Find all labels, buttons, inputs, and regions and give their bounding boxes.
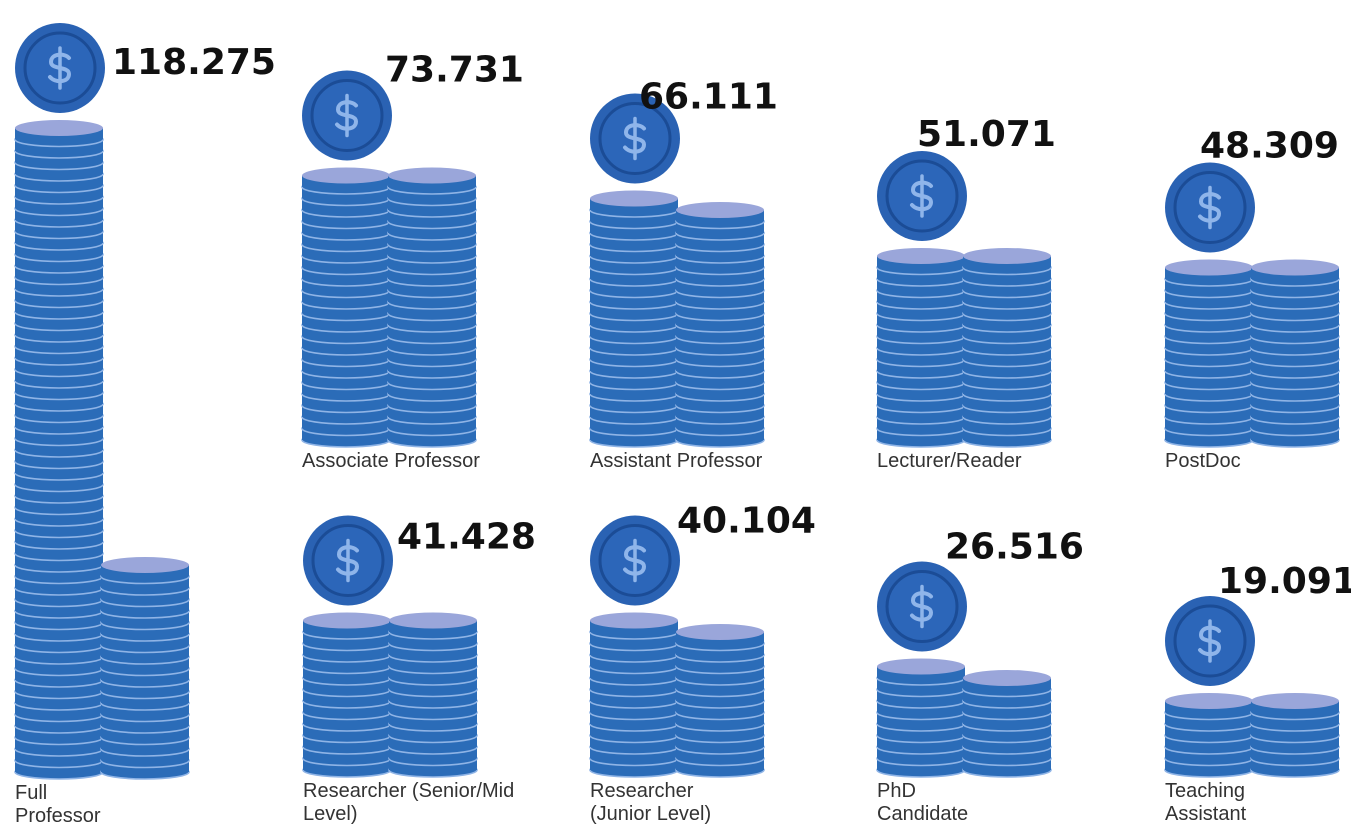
coin-icon	[15, 23, 105, 113]
coin-stack	[1164, 259, 1340, 448]
coin-icon	[590, 93, 680, 184]
coin-icon	[1165, 596, 1255, 686]
coin-stack	[589, 612, 765, 778]
value-label: 40.104	[677, 501, 816, 542]
value-label: 26.516	[945, 527, 1084, 568]
category-label: PostDoc	[1165, 450, 1241, 472]
category-label: Researcher (Junior Level)	[590, 780, 712, 825]
coin-stack	[876, 248, 1052, 448]
coin-stack	[302, 612, 478, 778]
coin-icon	[877, 561, 967, 652]
coin-icon	[877, 151, 967, 241]
coin-icon	[303, 515, 393, 606]
coin-icon	[302, 70, 392, 161]
category-label: Full Professor	[15, 782, 101, 827]
value-label: 51.071	[917, 114, 1056, 155]
category-label: Researcher (Senior/Mid Level)	[303, 780, 515, 825]
coin-stack	[1164, 693, 1340, 778]
value-label: 41.428	[397, 517, 536, 558]
coin-icon	[1165, 162, 1255, 253]
category-label: Lecturer/Reader	[877, 450, 1022, 472]
value-label: 118.275	[112, 42, 276, 83]
value-label: 66.111	[639, 77, 778, 118]
coin-stack	[14, 120, 190, 780]
coin-icon	[590, 515, 680, 606]
coin-stack	[589, 190, 765, 448]
category-label: Teaching Assistant	[1165, 780, 1247, 825]
value-label: 73.731	[385, 50, 524, 91]
category-label: PhD Candidate	[877, 780, 969, 825]
coin-stack	[301, 167, 477, 448]
coin-stack	[876, 658, 1052, 778]
value-label: 48.309	[1200, 126, 1339, 167]
category-label: Associate Professor	[302, 450, 480, 472]
category-label: Assistant Professor	[590, 450, 763, 472]
value-label: 19.091	[1218, 561, 1351, 602]
